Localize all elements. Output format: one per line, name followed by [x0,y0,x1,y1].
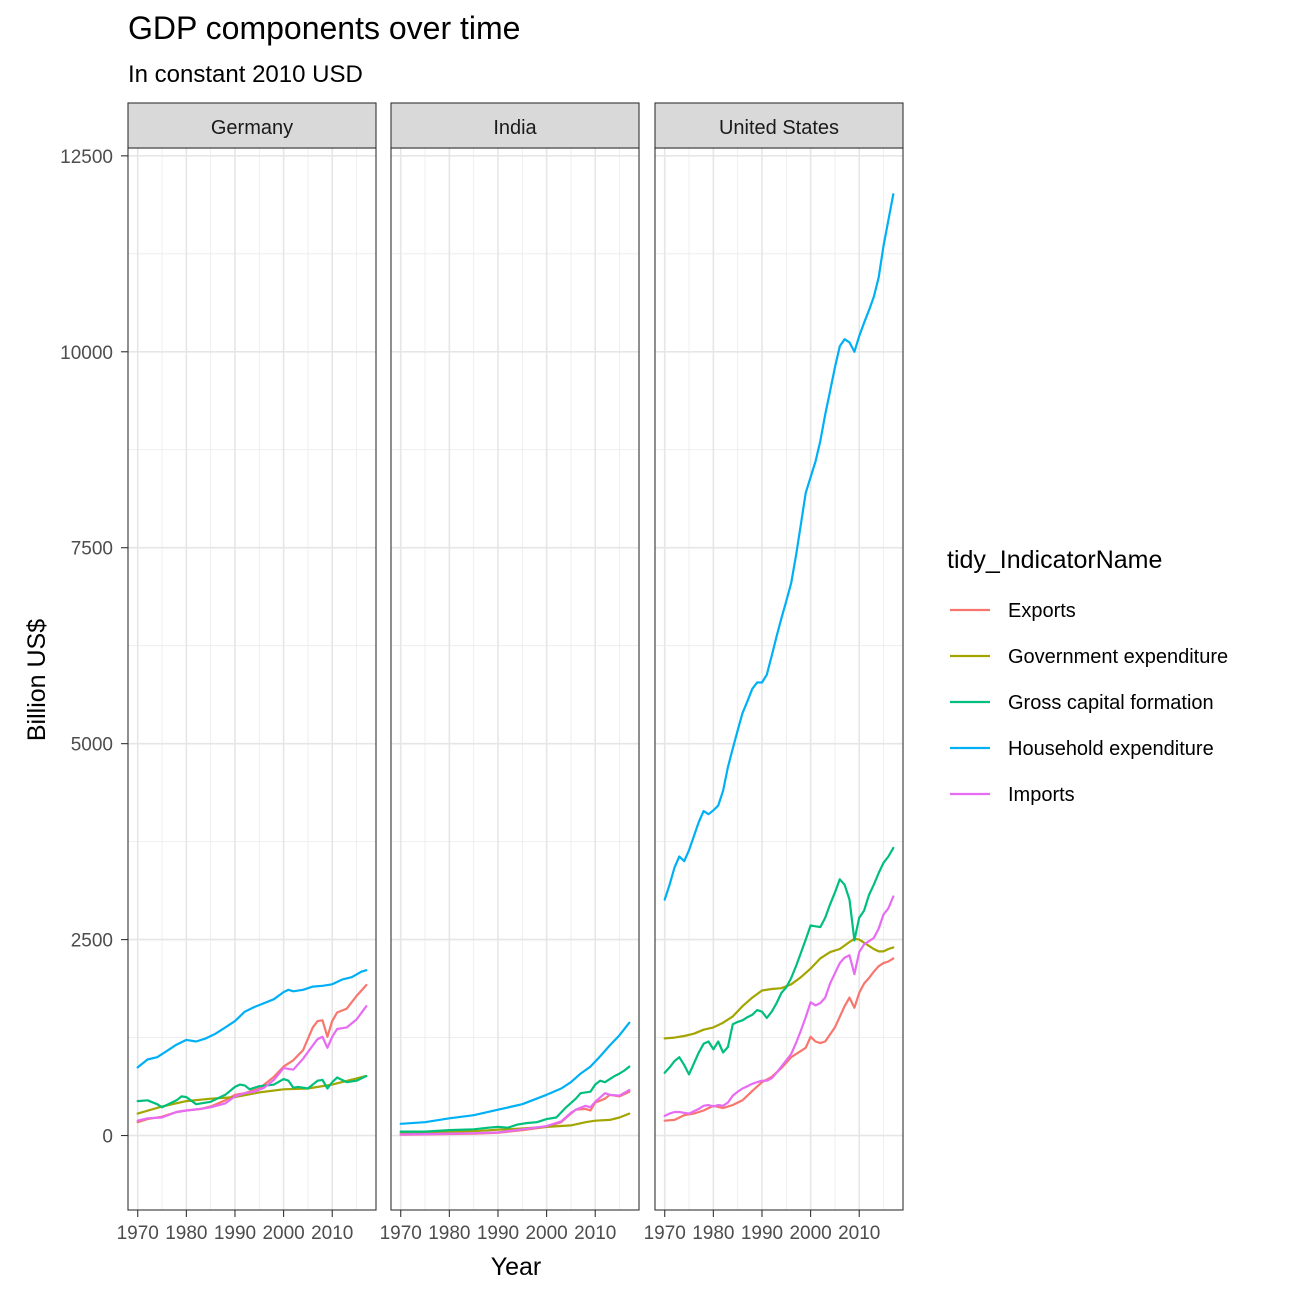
x-tick-label: 2010 [311,1223,353,1244]
x-tick-label: 1970 [644,1223,686,1244]
y-tick-label: 0 [102,1127,113,1148]
x-tick-label: 1990 [477,1223,519,1244]
panel-background [391,148,639,1210]
x-tick-label: 1990 [741,1223,783,1244]
legend-entry-government-expenditure: Government expenditure [950,646,1228,668]
x-tick-label: 1990 [214,1223,256,1244]
facet-strip [654,102,904,149]
facet-strip [390,102,640,149]
legend-label: Imports [1008,784,1075,806]
facet-strip-label: India [493,117,537,139]
legend-entry-imports: Imports [950,784,1075,806]
series-line-gross-capital-formation [663,846,895,1076]
legend-entry-exports: Exports [950,600,1076,622]
series-line-government-expenditure [663,937,895,1040]
series-line-household-expenditure [399,1021,631,1125]
y-tick-label: 12500 [60,147,113,168]
facet-strip-label: United States [719,117,839,139]
series-line-gross-capital-formation [136,1074,368,1109]
series-line-imports [663,895,895,1118]
y-tick-label: 5000 [71,735,113,756]
x-axis-title: Year [491,1253,542,1281]
y-tick-label: 7500 [71,539,113,560]
legend-entry-household-expenditure: Household expenditure [950,738,1214,760]
series-line-household-expenditure [136,969,368,1069]
y-axis-title: Billion US$ [23,619,51,741]
x-tick-label: 1980 [428,1223,470,1244]
legend-label: Government expenditure [1008,646,1228,668]
facet-panels: 0 2500 5000 7500 10000 12500 Germany 1970 1980 19… [60,102,904,1244]
series-line-imports [136,1005,368,1122]
panel-background [655,148,903,1210]
legend-label: Household expenditure [1008,738,1214,760]
legend-label: Gross capital formation [1008,692,1214,714]
facet-germany: Germany 1970 1980 1990 2000 2010 [117,102,377,1244]
series-line-imports [399,1088,631,1136]
series-line-household-expenditure [663,193,895,901]
facet-united-states: United States 1970 1980 1990 2000 2010 [644,102,904,1244]
x-tick-label: 2010 [574,1223,616,1244]
x-tick-label: 2000 [789,1223,831,1244]
series-line-gross-capital-formation [399,1065,631,1133]
chart-title: GDP components over time [128,10,520,46]
x-tick-label: 2000 [525,1223,567,1244]
y-tick-label: 2500 [71,931,113,952]
y-tick-label: 10000 [60,343,113,364]
legend-title: tidy_IndicatorName [947,546,1162,574]
legend-entry-gross-capital-formation: Gross capital formation [950,692,1214,714]
series-line-government-expenditure [136,1074,368,1115]
x-tick-label: 1970 [380,1223,422,1244]
x-tick-label: 2000 [262,1223,304,1244]
x-tick-label: 1980 [165,1223,207,1244]
legend: tidy_IndicatorName Exports Government exp… [947,546,1228,806]
x-tick-label: 1970 [117,1223,159,1244]
x-tick-label: 2010 [838,1223,880,1244]
facet-india: India 1970 1980 1990 2000 2010 [380,102,640,1244]
legend-label: Exports [1008,600,1076,622]
facet-strip [127,102,377,149]
chart-subtitle: In constant 2010 USD [128,61,363,88]
x-tick-label: 1980 [692,1223,734,1244]
facet-strip-label: Germany [211,117,293,139]
